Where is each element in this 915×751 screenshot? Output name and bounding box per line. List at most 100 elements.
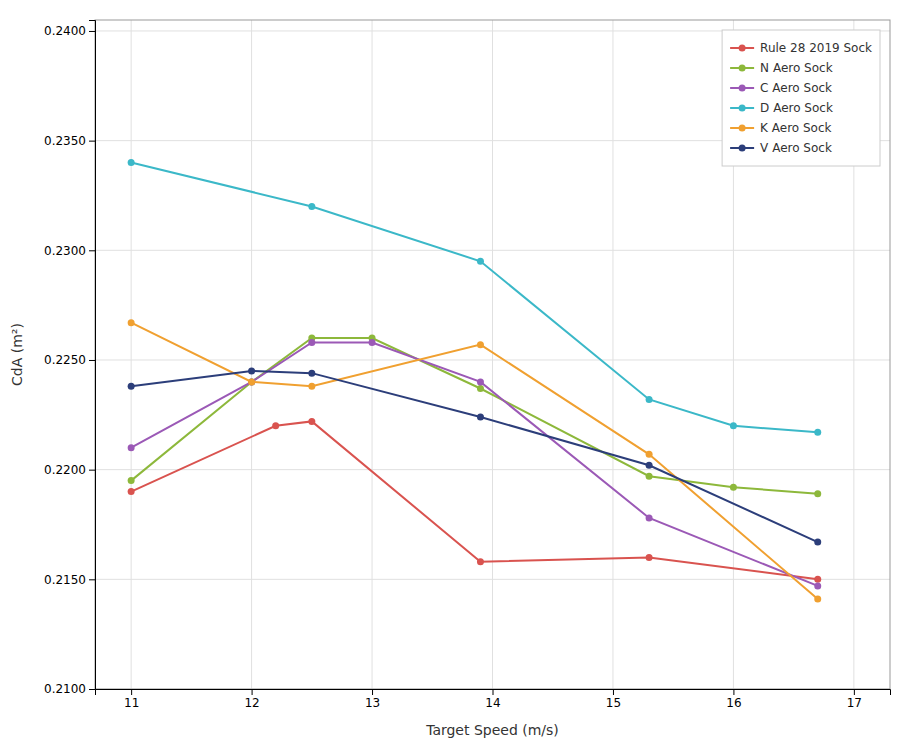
tick-mark [89,141,95,142]
series [128,418,822,583]
series-line [131,421,818,579]
series-marker [646,514,653,521]
series-marker [308,418,315,425]
tick-label: 13 [365,696,380,710]
tick-label: 16 [726,696,741,710]
chart: 111213141516170.21000.21500.22000.22500.… [0,0,915,751]
series-line [131,371,818,542]
series [128,367,822,545]
legend-label: N Aero Sock [760,61,833,75]
tick: 13 [365,689,380,710]
legend-label: D Aero Sock [760,101,833,115]
legend: Rule 28 2019 Sock N Aero Sock C Aero Sock D… [722,30,880,166]
tick-label: 0.2300 [44,244,86,258]
tick-mark [372,689,373,695]
tick-mark [89,689,95,690]
tick-label: 0.2100 [44,682,86,696]
legend-label: Rule 28 2019 Sock [760,41,872,55]
series-marker [248,378,255,385]
series-marker [814,576,821,583]
tick: 0.2300 [44,244,95,258]
tick-label: 0.2150 [44,573,86,587]
tick-label: 0.2250 [44,353,86,367]
grid-line-x [131,20,132,689]
legend-swatch-marker [739,125,746,132]
series-marker [477,258,484,265]
tick-mark [854,689,855,695]
series-marker [128,383,135,390]
tick: 11 [124,689,139,710]
tick: 0.2100 [44,682,95,696]
series-marker [308,370,315,377]
legend-label: K Aero Sock [760,121,831,135]
series-marker [308,339,315,346]
tick-label: 15 [606,696,621,710]
series-marker [814,596,821,603]
legend-swatch-marker [739,45,746,52]
series-marker [730,422,737,429]
series-marker [477,385,484,392]
series-marker [814,539,821,546]
tick-mark [89,579,95,580]
tick: 0.2400 [44,24,95,38]
grid-line-x [251,20,252,689]
legend-label: V Aero Sock [760,141,832,155]
y-axis: 0.2100 0.2150 0.2200 0.2250 0.2300 0.2350 0.24… [44,21,96,697]
grid [95,20,890,689]
series-marker [646,462,653,469]
series-marker [272,422,279,429]
legend-item: D Aero Sock [730,101,833,115]
legend-item: K Aero Sock [730,121,831,135]
plot-frame [95,20,890,689]
grid-line-y [95,469,890,470]
series-marker [730,484,737,491]
series-marker [128,319,135,326]
series-marker [814,490,821,497]
tick: 0.2200 [44,463,95,477]
y-axis-title: CdA (m²) [9,323,25,386]
x-axis-title: Target Speed (m/s) [425,722,559,738]
legend-swatch-marker [739,65,746,72]
legend-item: N Aero Sock [730,61,833,75]
tick-label: 0.2200 [44,463,86,477]
series-marker [128,159,135,166]
series-marker [248,378,255,385]
tick: 15 [606,689,621,710]
grid-line-y [95,250,890,251]
axis-line [89,21,96,690]
x-axis: 11121314151617 [96,689,891,710]
tick: 0.2250 [44,353,95,367]
tick: 0.2150 [44,573,95,587]
grid-line-x [612,20,613,689]
tick-mark [89,470,95,471]
series-marker [646,451,653,458]
grid-line-y [95,359,890,360]
legend-label: C Aero Sock [760,81,832,95]
series-marker [477,378,484,385]
series [128,159,822,436]
tick-mark [733,689,734,695]
series-marker [308,203,315,210]
tick-mark [89,31,95,32]
grid-line-x [492,20,493,689]
tick-mark [131,689,132,695]
series [128,319,822,602]
series-marker [477,414,484,421]
series-marker [477,558,484,565]
legend-item: V Aero Sock [730,141,832,155]
series-line [131,163,818,433]
tick: 17 [847,689,862,710]
tick-label: 0.2400 [44,24,86,38]
series-line [131,323,818,599]
tick: 12 [244,689,259,710]
tick-mark [89,250,95,251]
tick-mark [613,689,614,695]
tick: 0.2350 [44,134,95,148]
axis-line [96,690,891,696]
plot: 111213141516170.21000.21500.22000.22500.… [44,20,891,710]
series-layer [128,159,822,602]
tick-label: 11 [124,696,139,710]
series-marker [814,582,821,589]
legend-swatch-marker [739,105,746,112]
legend-item: Rule 28 2019 Sock [730,41,872,55]
